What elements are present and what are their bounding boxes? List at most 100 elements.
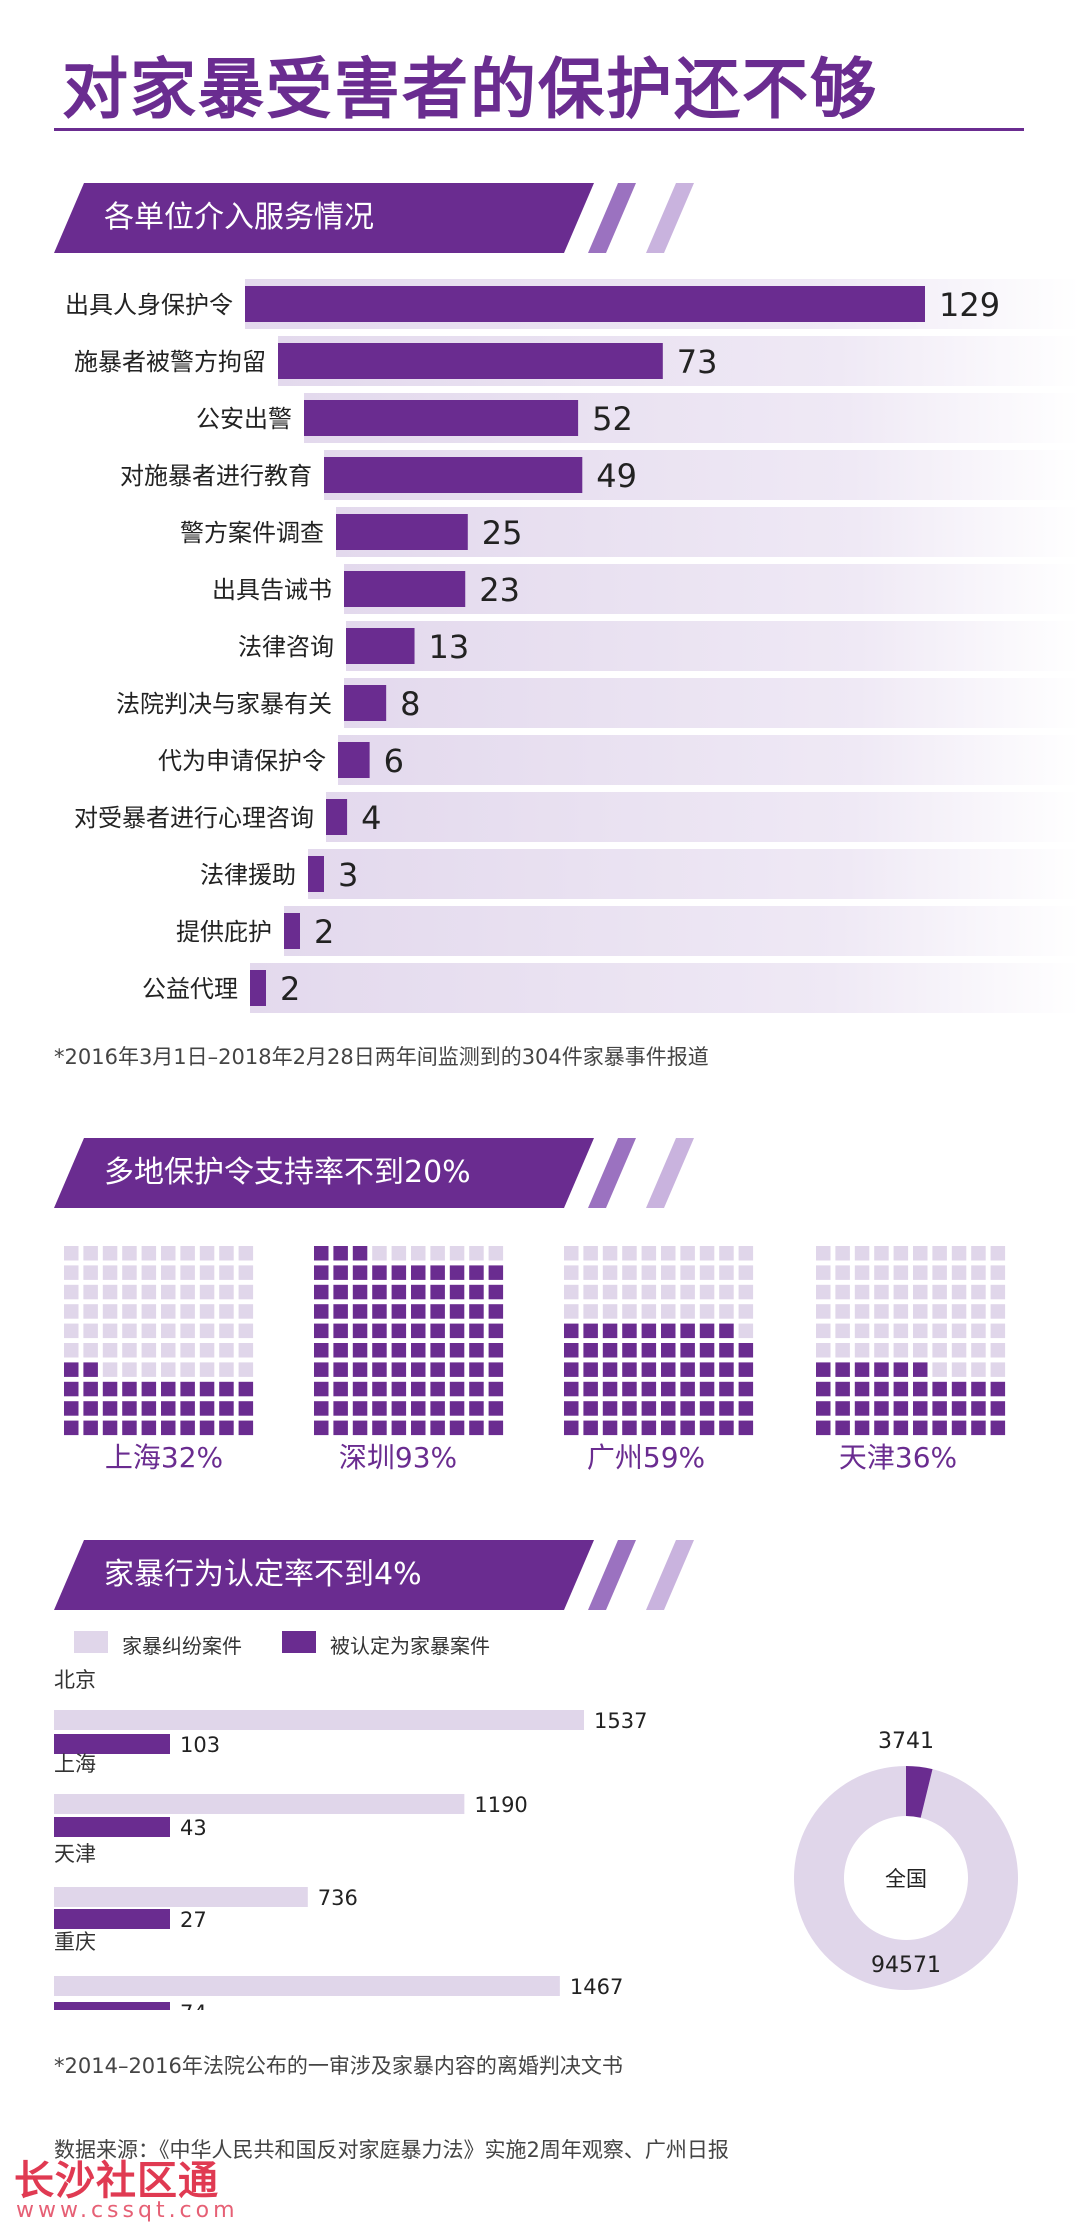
waffle-cell xyxy=(641,1323,657,1339)
waffle-cell xyxy=(122,1284,137,1300)
waffle-cell xyxy=(835,1265,850,1280)
waffle-cell xyxy=(971,1343,986,1358)
waffle-cell xyxy=(893,1304,909,1319)
waffle-cell xyxy=(352,1323,368,1339)
city-label: 天津 xyxy=(54,1842,96,1866)
waffle-cell xyxy=(835,1304,850,1319)
service-value-label: 73 xyxy=(677,343,718,381)
row-background-band xyxy=(344,564,1080,614)
waffle-cell xyxy=(854,1401,870,1416)
waffle-cell xyxy=(602,1246,618,1261)
waffle-cell xyxy=(180,1343,195,1358)
service-category-label: 出具人身保护令 xyxy=(65,291,233,319)
waffle-cell xyxy=(122,1362,137,1377)
waffle-cell xyxy=(816,1381,831,1397)
waffle-cell xyxy=(449,1362,465,1377)
waffle-cell xyxy=(835,1420,850,1436)
waffle-cell xyxy=(719,1343,734,1358)
waffle-cell xyxy=(199,1362,215,1377)
dispute-value-label: 1190 xyxy=(474,1793,527,1817)
waffle-cell xyxy=(352,1362,368,1377)
waffle-cell xyxy=(469,1362,484,1377)
legend-label-disputes: 家暴纠纷案件 xyxy=(122,1634,242,1658)
waffle-cell xyxy=(102,1362,118,1377)
waffle-cell xyxy=(314,1265,329,1280)
service-value-label: 49 xyxy=(596,457,637,495)
service-value-label: 6 xyxy=(384,742,404,780)
waffle-cell xyxy=(990,1420,1006,1436)
waffle-cell xyxy=(874,1265,889,1280)
waffle-cell xyxy=(372,1323,387,1339)
service-bar xyxy=(338,742,370,778)
waffle-cell xyxy=(874,1246,889,1261)
data-source: 数据来源：《中华人民共和国反对家庭暴力法》实施2周年观察、广州日报 xyxy=(54,2138,729,2162)
waffle-cell xyxy=(391,1343,407,1358)
section1-footnote: *2016年3月1日–2018年2月28日两年间监测到的304件家暴事件报道 xyxy=(54,1045,709,1069)
waffle-cell xyxy=(738,1265,754,1280)
waffle-cell xyxy=(854,1343,870,1358)
waffle-cell xyxy=(333,1420,348,1436)
waffle-cell xyxy=(583,1362,598,1377)
waffle-cell xyxy=(641,1343,657,1358)
waffle-cell xyxy=(141,1265,157,1280)
waffle-cell xyxy=(141,1362,157,1377)
dispute-value-label: 736 xyxy=(318,1886,358,1910)
waffle-cell xyxy=(430,1265,445,1280)
waffle-cell xyxy=(488,1401,504,1416)
waffle-cell xyxy=(699,1323,715,1339)
waffle-cell xyxy=(641,1284,657,1300)
service-category-label: 公安出警 xyxy=(196,405,292,433)
waffle-cell xyxy=(352,1304,368,1319)
waffle-cell xyxy=(469,1265,484,1280)
section3-band xyxy=(54,1540,594,1610)
waffle-cell xyxy=(469,1420,484,1436)
waffle-cell xyxy=(874,1420,889,1436)
waffle-cell xyxy=(951,1420,967,1436)
waffle-cell xyxy=(314,1362,329,1377)
waffle-cell xyxy=(854,1362,870,1377)
waffle-cell xyxy=(971,1284,986,1300)
waffle-cell xyxy=(622,1401,637,1416)
waffle-cell xyxy=(83,1246,98,1261)
waffle-cell xyxy=(699,1343,715,1358)
waffle-cell xyxy=(122,1246,137,1261)
waffle-cell xyxy=(102,1343,118,1358)
waffle-cell xyxy=(122,1401,137,1416)
waffle-cell xyxy=(333,1284,348,1300)
waffle-cell xyxy=(141,1304,157,1319)
waffle-cell xyxy=(333,1323,348,1339)
waffle-cell xyxy=(874,1304,889,1319)
waffle-cell xyxy=(161,1246,176,1261)
waffle-cell xyxy=(971,1265,986,1280)
waffle-cell xyxy=(602,1284,618,1300)
waffle-cell xyxy=(971,1381,986,1397)
waffle-cell xyxy=(680,1420,695,1436)
waffle-4 xyxy=(816,1246,1006,1436)
waffle-cell xyxy=(141,1381,157,1397)
waffle-cell xyxy=(738,1284,754,1300)
service-value-label: 2 xyxy=(280,970,300,1008)
waffle-cell xyxy=(333,1246,348,1261)
title-divider xyxy=(54,128,1024,131)
waffle-cell xyxy=(816,1265,831,1280)
donut-center-label: 全国 xyxy=(885,1867,927,1891)
waffle-cell xyxy=(835,1401,850,1416)
waffle-cell xyxy=(661,1323,676,1339)
waffle-cell xyxy=(641,1246,657,1261)
waffle-cell xyxy=(430,1381,445,1397)
waffle-cell xyxy=(932,1246,947,1261)
waffle-cell xyxy=(913,1323,928,1339)
waffle-cell xyxy=(141,1343,157,1358)
waffle-cell xyxy=(141,1284,157,1300)
waffle-cell xyxy=(719,1265,734,1280)
waffle-cell xyxy=(161,1284,176,1300)
waffle-cell xyxy=(102,1265,118,1280)
waffle-cell xyxy=(641,1362,657,1377)
waffle-cell xyxy=(64,1323,79,1339)
service-category-label: 法律咨询 xyxy=(238,633,334,661)
waffle-cell xyxy=(102,1284,118,1300)
waffle-cell xyxy=(430,1284,445,1300)
waffle-cell xyxy=(854,1246,870,1261)
waffle-cell xyxy=(411,1401,426,1416)
waffle-cell xyxy=(680,1401,695,1416)
